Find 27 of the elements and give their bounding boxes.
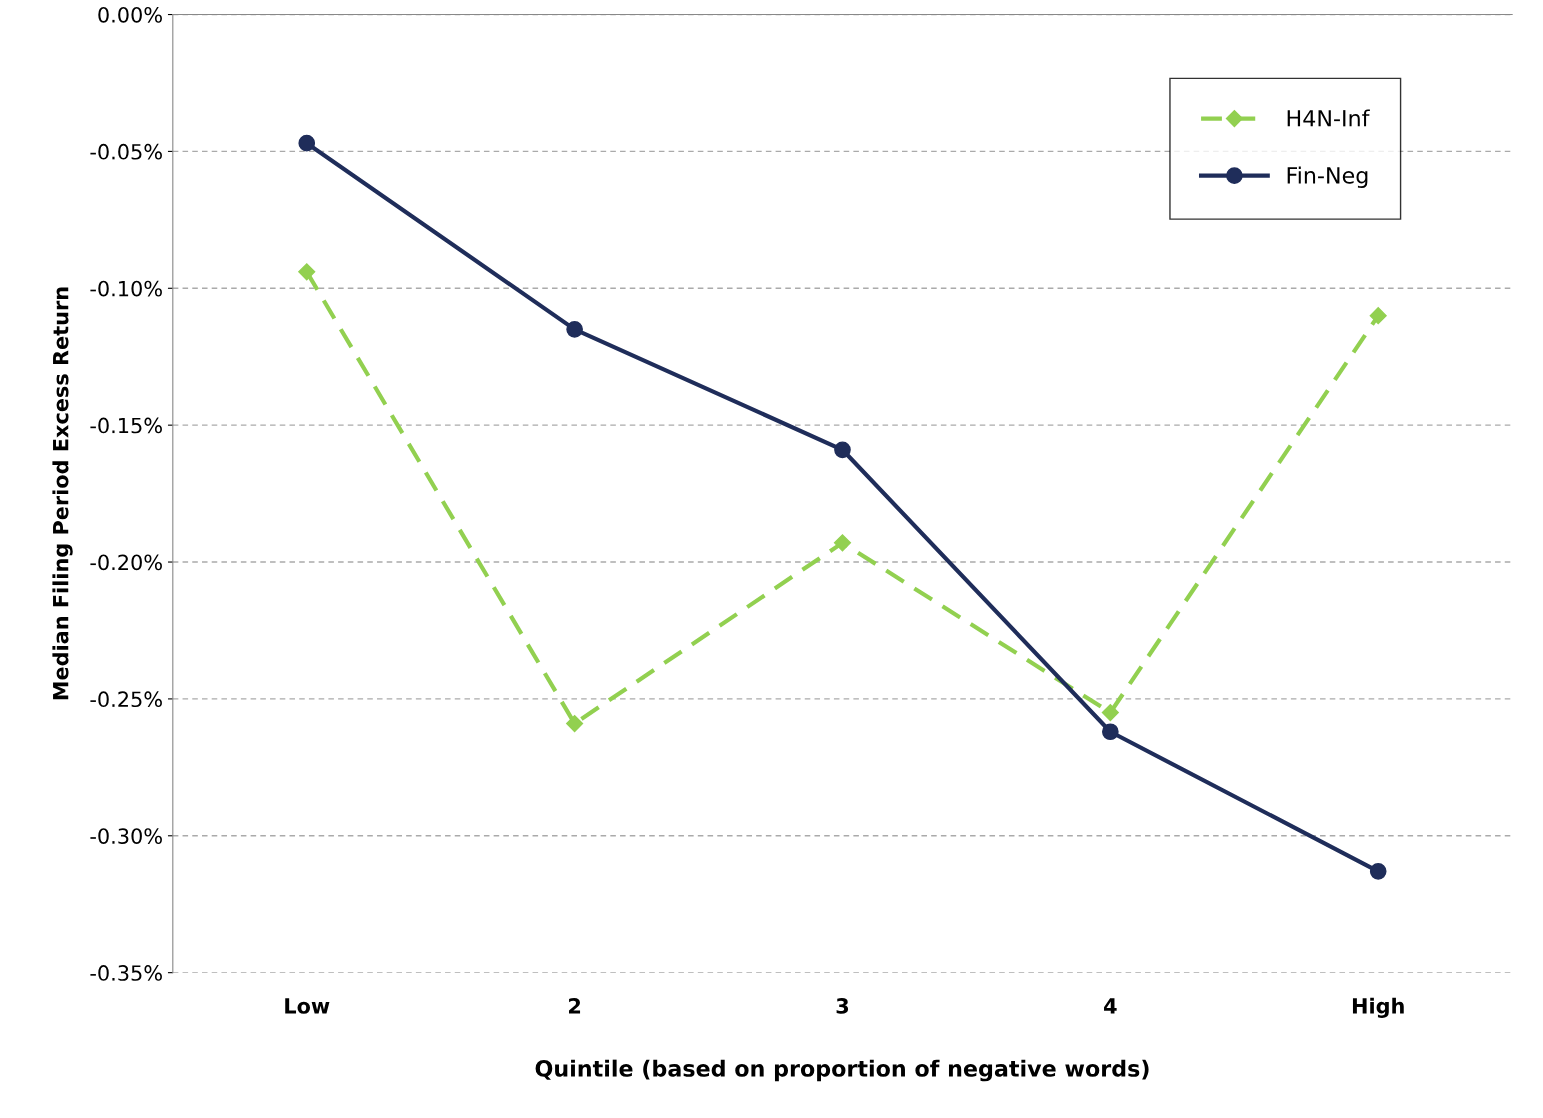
point <box>1102 723 1119 741</box>
y-tick-label: -0.30% <box>90 828 162 844</box>
point <box>298 134 316 152</box>
point <box>833 534 852 552</box>
point <box>298 263 316 281</box>
point <box>566 321 583 338</box>
point <box>1101 704 1119 722</box>
y-tick-label: -0.20% <box>90 554 162 571</box>
point <box>834 441 851 459</box>
legend-label: Fin-Neg <box>1287 166 1368 189</box>
y-tick-label: -0.25% <box>90 691 162 708</box>
legend-label: H4N-Inf <box>1287 109 1370 127</box>
y-tick-label: -0.05% <box>90 143 162 160</box>
point <box>1369 307 1387 325</box>
x-tick-label: 3 <box>836 998 849 1014</box>
y-tick-label: -0.35% <box>90 965 162 981</box>
x-tick-label: Low <box>285 998 330 1014</box>
x-axis-title: Quintile (based on proportion of negative words) <box>535 1059 1149 1082</box>
x-tick-label: 2 <box>569 998 581 1014</box>
x-tick-label: High <box>1352 997 1404 1018</box>
y-tick-label: 0.00% <box>98 6 162 23</box>
y-tick-label: -0.15% <box>90 417 162 434</box>
point <box>566 714 584 733</box>
point <box>1369 863 1387 880</box>
x-tick-label: 4 <box>1104 998 1117 1014</box>
y-tick-label: -0.10% <box>90 280 162 297</box>
y-axis-title: Median Filing Period Excess Return <box>52 287 73 700</box>
